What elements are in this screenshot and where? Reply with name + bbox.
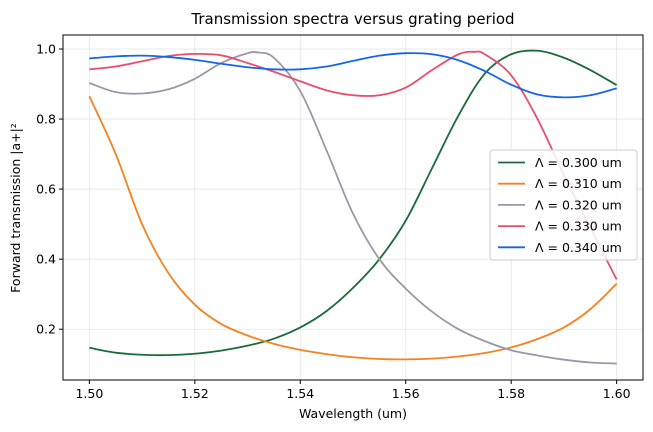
y-axis-label: Forward transmission |a+|² xyxy=(8,123,23,293)
y-tick-label: 0.2 xyxy=(36,322,56,337)
chart-title: Transmission spectra versus grating peri… xyxy=(190,10,514,28)
x-tick-label: 1.54 xyxy=(286,386,314,401)
series-line-0 xyxy=(89,49,618,357)
legend: Λ = 0.300 um Λ = 0.310 um Λ = 0.320 um Λ = … xyxy=(489,149,638,261)
x-tick-label: 1.52 xyxy=(181,386,209,401)
plot-frame xyxy=(62,34,644,381)
legend-label: Λ = 0.310 um xyxy=(535,176,622,191)
legend-label: Λ = 0.330 um xyxy=(535,219,622,234)
y-tick-label: 0.6 xyxy=(36,182,56,197)
x-axis-label: Wavelength (um) xyxy=(299,406,407,421)
y-tick-label: 1.0 xyxy=(36,42,56,57)
legend-label: Λ = 0.320 um xyxy=(535,197,622,212)
series-line-1 xyxy=(88,95,618,361)
x-tick-label: 1.58 xyxy=(497,386,525,401)
x-tick-label: 1.56 xyxy=(392,386,420,401)
x-tick-label: 1.60 xyxy=(603,386,631,401)
legend-label: Λ = 0.300 um xyxy=(535,155,622,170)
y-tick-label: 0.8 xyxy=(36,112,56,127)
axis-ticks: 1.50 1.52 1.54 1.56 1.58 1.60 0.2 0.4 0.6 0.8 1.0 xyxy=(36,42,630,401)
series-line-3 xyxy=(89,50,618,280)
x-tick-label: 1.50 xyxy=(75,386,103,401)
y-tick-label: 0.4 xyxy=(36,252,56,267)
legend-label: Λ = 0.340 um xyxy=(535,240,622,255)
series-layer xyxy=(88,49,618,365)
series-line-2 xyxy=(89,51,617,365)
legend-box xyxy=(489,149,638,261)
series-line-4 xyxy=(89,52,617,99)
